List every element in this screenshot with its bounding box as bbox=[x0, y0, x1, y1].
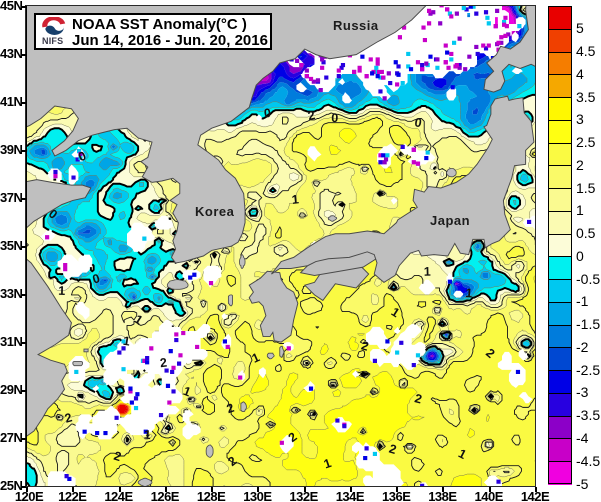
svg-text:2: 2 bbox=[63, 410, 74, 425]
svg-text:0: 0 bbox=[263, 106, 272, 121]
svg-text:0: 0 bbox=[76, 149, 88, 165]
svg-text:2: 2 bbox=[360, 338, 371, 353]
svg-text:2: 2 bbox=[307, 108, 317, 123]
svg-text:2: 2 bbox=[413, 391, 423, 406]
svg-text:1: 1 bbox=[181, 384, 193, 400]
svg-text:1: 1 bbox=[291, 192, 300, 207]
svg-text:1: 1 bbox=[424, 265, 431, 279]
svg-text:0: 0 bbox=[91, 271, 102, 286]
svg-text:2: 2 bbox=[387, 442, 398, 457]
svg-text:1: 1 bbox=[58, 284, 65, 298]
svg-text:1: 1 bbox=[465, 286, 473, 301]
svg-text:2: 2 bbox=[159, 355, 168, 370]
svg-text:1: 1 bbox=[322, 456, 333, 472]
svg-text:0: 0 bbox=[331, 111, 339, 125]
svg-text:0: 0 bbox=[413, 115, 422, 130]
svg-text:1: 1 bbox=[122, 334, 131, 349]
svg-text:2: 2 bbox=[225, 401, 236, 417]
svg-text:1: 1 bbox=[143, 428, 151, 443]
svg-text:2: 2 bbox=[112, 449, 123, 464]
